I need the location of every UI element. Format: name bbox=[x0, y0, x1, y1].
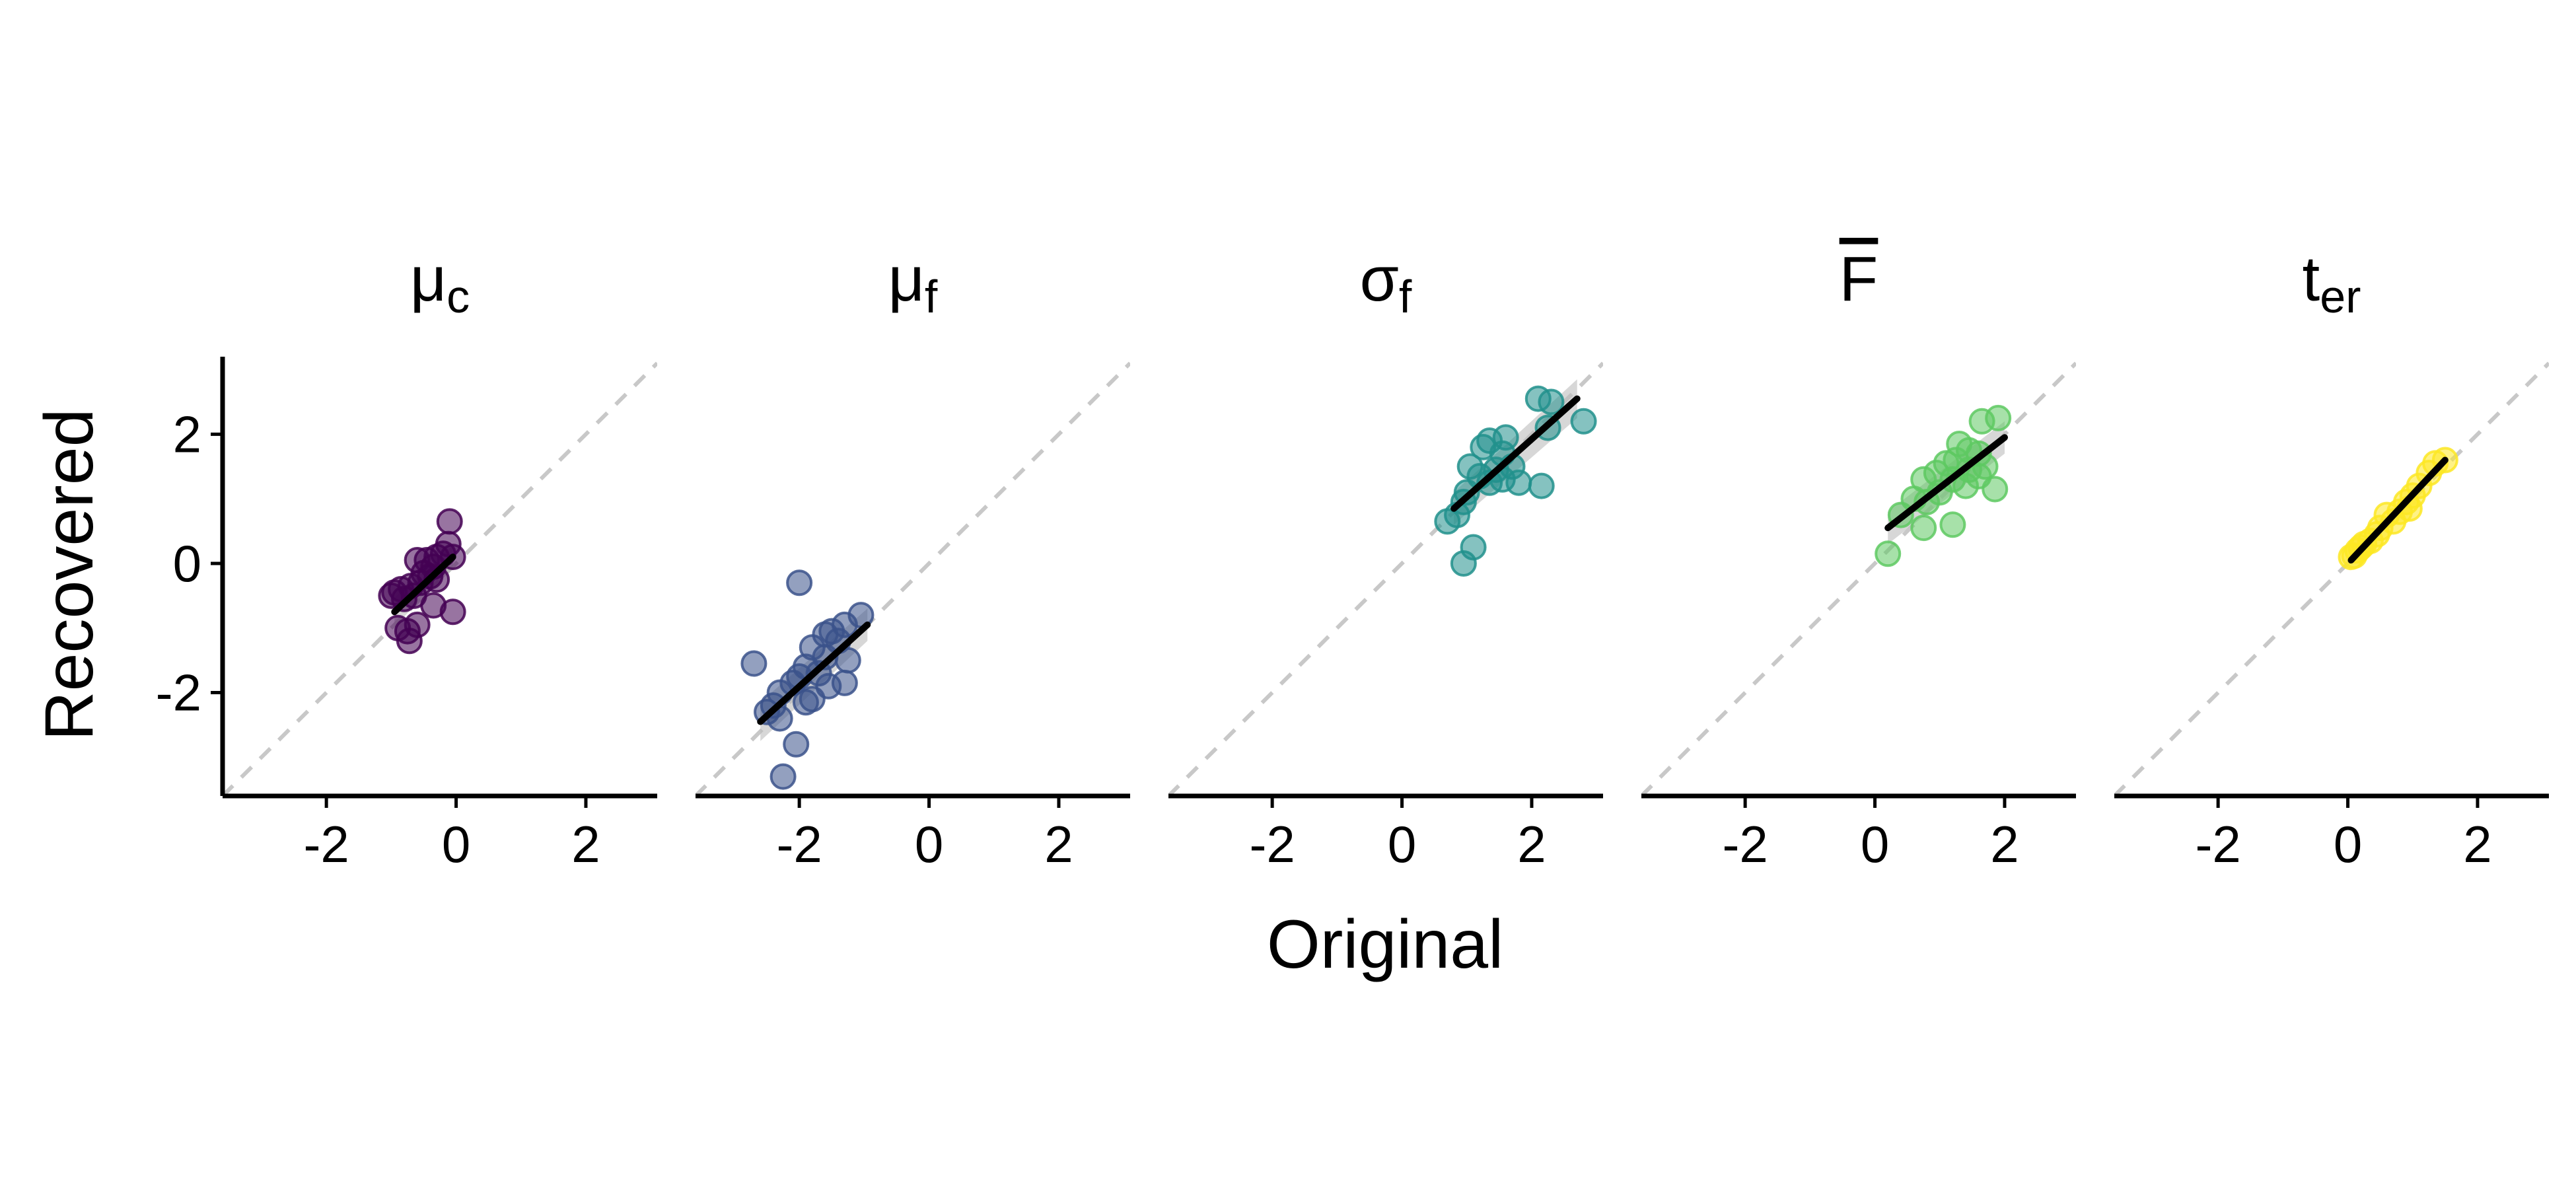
data-point bbox=[1538, 388, 1565, 415]
x-tick-label: 2 bbox=[2463, 815, 2491, 873]
x-tick-label: -2 bbox=[1722, 815, 1768, 873]
data-point bbox=[378, 582, 405, 609]
identity-line bbox=[1641, 361, 2076, 796]
x-tick-label: -2 bbox=[776, 815, 822, 873]
x-tick-label: 0 bbox=[2334, 815, 2362, 873]
facet-panel-2: μf -2 0 2 bbox=[696, 244, 1130, 873]
facet-title: σf bbox=[1360, 244, 1412, 322]
y-tick-label: 0 bbox=[173, 534, 201, 593]
data-point bbox=[396, 628, 423, 655]
data-point bbox=[1450, 550, 1477, 577]
fit-line bbox=[1884, 434, 2008, 532]
fit-line bbox=[2347, 456, 2449, 564]
x-tick-label: -2 bbox=[2195, 815, 2240, 873]
data-point bbox=[783, 731, 810, 758]
y-tick-label: -2 bbox=[156, 664, 201, 722]
identity-line bbox=[696, 361, 1130, 796]
facet-panel-4: F -2 0 2 bbox=[1641, 244, 2076, 873]
identity-line bbox=[2114, 361, 2549, 796]
data-point bbox=[792, 689, 819, 716]
facet-panel-3: σf -2 0 2 bbox=[1168, 244, 1603, 873]
facet-panel-1: μc -2 0 2 -2 0 2 bbox=[156, 244, 657, 873]
x-tick-label: 0 bbox=[1388, 815, 1416, 873]
fit-line bbox=[391, 554, 456, 616]
facet-title: F bbox=[1840, 244, 1878, 314]
facet-title: ter bbox=[2303, 244, 2361, 322]
x-tick-label: 0 bbox=[915, 815, 943, 873]
x-tick-label: -2 bbox=[1249, 815, 1295, 873]
x-tick-label: 2 bbox=[571, 815, 600, 873]
x-tick-label: 2 bbox=[1990, 815, 2019, 873]
facet-title: μf bbox=[888, 244, 938, 322]
data-point bbox=[1570, 408, 1597, 435]
x-tick-label: 2 bbox=[1517, 815, 1546, 873]
data-point bbox=[1952, 472, 1980, 499]
data-point bbox=[1910, 515, 1937, 542]
fit-line bbox=[1450, 395, 1581, 512]
data-point bbox=[1939, 511, 1966, 538]
data-point bbox=[1505, 469, 1532, 496]
y-axis-title: Recovered bbox=[31, 409, 108, 741]
facet-title: μc bbox=[410, 244, 470, 322]
x-axis-title: Original bbox=[1267, 906, 1503, 983]
data-point bbox=[786, 569, 813, 596]
data-point bbox=[1968, 408, 1995, 435]
y-tick-label: 2 bbox=[173, 405, 201, 463]
facet-panels: μc -2 0 2 -2 0 2 μf -2 0 2 σf -2 0 2 F -2 0 2 ter -2 0 2 bbox=[156, 244, 2549, 873]
data-point bbox=[1434, 508, 1461, 535]
x-tick-label: -2 bbox=[303, 815, 349, 873]
identity-line bbox=[223, 361, 657, 796]
data-point bbox=[1982, 476, 2009, 503]
data-point bbox=[740, 650, 768, 677]
x-tick-label: 0 bbox=[1861, 815, 1889, 873]
data-point bbox=[769, 763, 797, 790]
data-point bbox=[1875, 540, 1902, 567]
data-point bbox=[439, 598, 466, 626]
data-point bbox=[1528, 472, 1555, 499]
fit-line bbox=[757, 621, 871, 725]
x-tick-label: 0 bbox=[442, 815, 470, 873]
facet-panel-5: ter -2 0 2 bbox=[2114, 244, 2549, 873]
x-tick-label: 2 bbox=[1044, 815, 1073, 873]
data-point bbox=[436, 508, 463, 535]
